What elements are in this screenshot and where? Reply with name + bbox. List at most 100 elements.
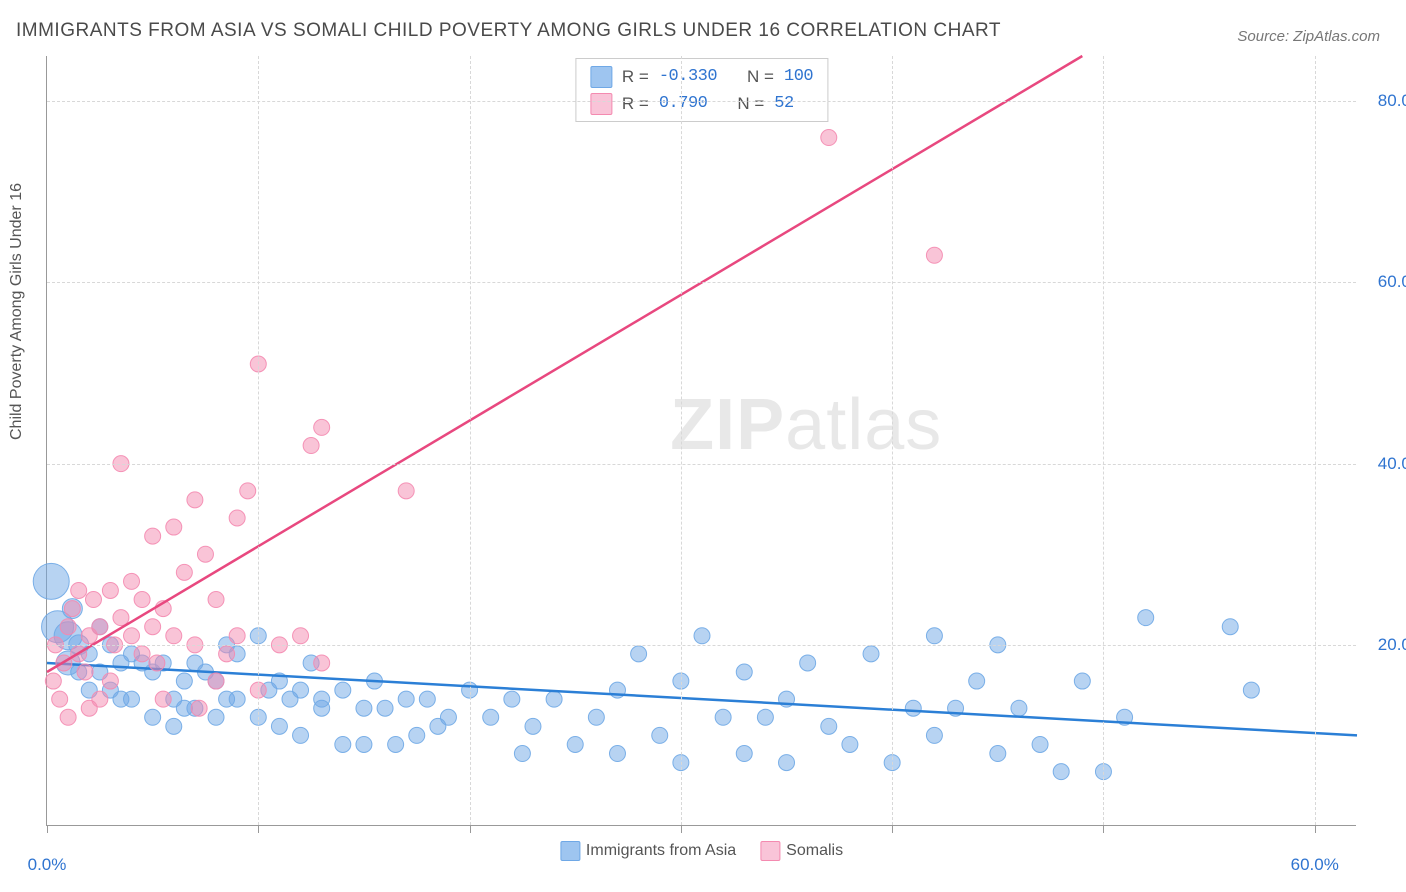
data-point [905, 700, 921, 716]
stats-n-value: 52 [774, 90, 793, 117]
data-point [191, 700, 207, 716]
data-point [1222, 619, 1238, 635]
data-point [926, 247, 942, 263]
data-point [969, 673, 985, 689]
data-point [736, 746, 752, 762]
data-point [271, 718, 287, 734]
stats-r-value: 0.790 [659, 90, 708, 117]
data-point [483, 709, 499, 725]
data-point [926, 727, 942, 743]
data-point [694, 628, 710, 644]
data-point [176, 564, 192, 580]
data-point [240, 483, 256, 499]
stats-n-label: N = [737, 90, 764, 117]
data-point [208, 673, 224, 689]
data-point [514, 746, 530, 762]
data-point [715, 709, 731, 725]
x-tick-label: 0.0% [28, 855, 67, 875]
data-point [377, 700, 393, 716]
data-point [567, 736, 583, 752]
data-point [208, 592, 224, 608]
legend: Immigrants from Asia Somalis [560, 841, 843, 861]
y-tick-label: 60.0% [1378, 272, 1406, 292]
data-point [64, 601, 80, 617]
data-point [134, 592, 150, 608]
data-point [1032, 736, 1048, 752]
data-point [71, 582, 87, 598]
data-point [92, 619, 108, 635]
data-point [504, 691, 520, 707]
data-point [1053, 764, 1069, 780]
data-point [166, 628, 182, 644]
plot-area: ZIPatlas R =-0.330N =100R = 0.790N = 52 … [46, 56, 1356, 826]
data-point [1074, 673, 1090, 689]
data-point [149, 655, 165, 671]
y-tick-label: 40.0% [1378, 454, 1406, 474]
data-point [60, 619, 76, 635]
data-point [92, 691, 108, 707]
legend-item: Immigrants from Asia [560, 841, 736, 861]
stats-swatch [590, 66, 612, 88]
y-tick-label: 20.0% [1378, 635, 1406, 655]
data-point [134, 646, 150, 662]
legend-label: Somalis [786, 842, 843, 859]
data-point [52, 691, 68, 707]
legend-item: Somalis [760, 841, 843, 861]
data-point [757, 709, 773, 725]
stats-swatch [590, 93, 612, 115]
data-point [652, 727, 668, 743]
stats-n-label: N = [747, 63, 774, 90]
data-point [124, 573, 140, 589]
data-point [145, 619, 161, 635]
data-point [821, 718, 837, 734]
stats-r-label: R = [622, 90, 649, 117]
data-point [800, 655, 816, 671]
legend-label: Immigrants from Asia [586, 842, 736, 859]
data-point [779, 755, 795, 771]
data-point [546, 691, 562, 707]
legend-swatch [760, 841, 780, 861]
chart-title: IMMIGRANTS FROM ASIA VS SOMALI CHILD POV… [16, 20, 1001, 42]
data-point [166, 519, 182, 535]
data-point [314, 700, 330, 716]
legend-swatch [560, 841, 580, 861]
data-point [45, 673, 61, 689]
data-point [821, 130, 837, 146]
data-point [197, 546, 213, 562]
data-point [314, 655, 330, 671]
data-point [335, 736, 351, 752]
source-link[interactable]: ZipAtlas.com [1293, 28, 1380, 45]
data-point [155, 691, 171, 707]
data-point [219, 646, 235, 662]
data-point [398, 483, 414, 499]
data-point [736, 664, 752, 680]
data-point [388, 736, 404, 752]
source-credit: Source: ZipAtlas.com [1237, 28, 1380, 45]
data-point [303, 438, 319, 454]
data-point [842, 736, 858, 752]
trend-line [47, 56, 1082, 672]
data-point [335, 682, 351, 698]
source-prefix: Source: [1237, 28, 1293, 45]
stats-row: R =-0.330N =100 [590, 63, 813, 90]
data-point [631, 646, 647, 662]
data-point [187, 492, 203, 508]
data-point [588, 709, 604, 725]
data-point [77, 664, 93, 680]
stats-r-label: R = [622, 63, 649, 90]
data-point [85, 592, 101, 608]
stats-box: R =-0.330N =100R = 0.790 N = 52 [575, 58, 828, 122]
data-point [145, 709, 161, 725]
data-point [124, 691, 140, 707]
data-point [229, 510, 245, 526]
data-point [33, 563, 69, 599]
data-point [145, 528, 161, 544]
stats-row: R = 0.790 N = 52 [590, 90, 813, 117]
data-point [863, 646, 879, 662]
data-point [926, 628, 942, 644]
data-point [176, 673, 192, 689]
data-point [102, 673, 118, 689]
data-point [293, 682, 309, 698]
data-point [229, 628, 245, 644]
data-point [990, 746, 1006, 762]
